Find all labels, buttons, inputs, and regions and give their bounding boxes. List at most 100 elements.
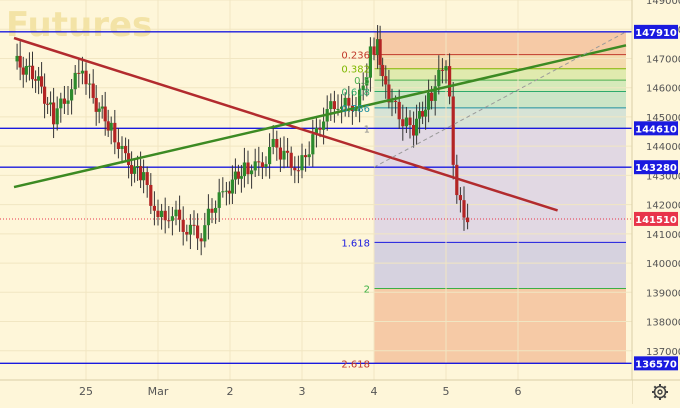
candle-body — [314, 127, 318, 135]
candle-body — [304, 155, 308, 158]
candle-body — [336, 108, 340, 110]
candle-body — [376, 39, 380, 55]
candles — [15, 25, 470, 256]
candle-body — [458, 195, 462, 201]
candle-body — [116, 142, 120, 149]
y-tick-label: 137000 — [646, 347, 680, 358]
candle-body — [307, 154, 311, 158]
price-tags: 147910 144610 143280 141510 136570 — [634, 24, 678, 371]
candle-body — [27, 65, 32, 67]
candle-body — [230, 179, 234, 194]
candle-body — [343, 97, 347, 107]
x-axis: 25 Mar 2 3 4 5 6 — [79, 385, 522, 398]
candle-body — [130, 165, 134, 174]
y-tick-label: 147000 — [646, 54, 680, 65]
price-tag-box — [634, 160, 678, 175]
candle-body — [103, 106, 107, 122]
candle-body — [275, 138, 279, 148]
candle-body — [427, 92, 431, 110]
candle-body — [156, 210, 160, 218]
candle-body — [210, 208, 214, 213]
candle-body — [62, 98, 66, 104]
fib-zone — [374, 80, 626, 92]
candle-body — [444, 66, 448, 71]
candle-body — [401, 119, 405, 127]
y-tick-label: 145000 — [646, 113, 680, 124]
candle-body — [246, 162, 250, 175]
candle-body — [282, 150, 286, 160]
x-tick-label: 25 — [79, 385, 93, 398]
fib-level-label: 0.382 — [341, 65, 370, 76]
candle-body — [196, 225, 200, 239]
candle-body — [40, 76, 44, 87]
y-tick-label: 146000 — [646, 84, 680, 95]
x-tick-label: 4 — [371, 385, 378, 398]
x-tick-label: 3 — [299, 385, 306, 398]
fib-level-label: 1 — [364, 124, 370, 135]
y-tick-label: 143000 — [646, 171, 680, 182]
candle-body — [448, 66, 452, 97]
trendline-support — [13, 44, 627, 189]
candle-body — [142, 172, 146, 181]
y-tick-label: 149000 — [646, 0, 680, 7]
fib-level-label: 0.618 — [341, 87, 370, 98]
chart-title: Futures — [6, 5, 152, 45]
y-tick-label: 144000 — [646, 142, 680, 153]
y-tick-label: 139000 — [646, 288, 680, 299]
candle-body — [466, 217, 470, 223]
candle-body — [368, 46, 372, 78]
candle-body — [329, 101, 333, 110]
candle-body — [300, 155, 304, 171]
candle-body — [109, 122, 113, 131]
candle-body — [136, 166, 140, 168]
candle-body — [224, 190, 228, 192]
price-tag-label: 144610 — [635, 124, 677, 135]
price-tag-box — [634, 356, 678, 371]
candle-body — [133, 166, 137, 174]
price-tag-label: 136570 — [635, 359, 677, 370]
candle-body — [412, 125, 416, 136]
candle-body — [418, 111, 422, 119]
candle-body — [24, 65, 28, 75]
candle-body — [378, 39, 382, 65]
candle-body — [203, 225, 207, 242]
candle-body — [160, 210, 164, 218]
candle-body — [149, 184, 153, 206]
price-tag-label: 143280 — [635, 163, 677, 174]
candle-body — [242, 162, 246, 177]
candle-body — [185, 231, 189, 235]
candle-body — [311, 134, 315, 155]
candle-body — [170, 216, 174, 221]
x-tick-label: 6 — [515, 385, 522, 398]
candle-body — [55, 108, 59, 125]
candle-body — [361, 85, 365, 90]
candle-body — [233, 171, 237, 180]
candle-body — [451, 96, 455, 165]
candle-body — [18, 55, 22, 68]
candle-body — [293, 167, 297, 171]
candle-body — [206, 208, 210, 226]
settings-gear-icon[interactable] — [652, 384, 668, 400]
candle-body — [440, 69, 444, 71]
candle-body — [372, 46, 376, 55]
candle-body — [257, 161, 261, 163]
candle-body — [424, 109, 428, 117]
y-tick-label: 142000 — [646, 201, 680, 212]
candle-body — [43, 86, 47, 104]
candle-body — [94, 97, 98, 112]
candle-body — [227, 190, 231, 194]
candle-body — [174, 209, 178, 217]
candle-body — [127, 153, 131, 166]
candle-body — [80, 70, 84, 74]
candle-body — [221, 191, 225, 193]
candle-body — [217, 192, 221, 208]
candle-body — [188, 224, 192, 235]
candle-body — [384, 76, 388, 85]
candle-body — [34, 79, 38, 81]
fib-level-label: 0.786 — [341, 104, 370, 115]
y-tick-label: 138000 — [646, 318, 680, 329]
candle-body — [199, 238, 203, 242]
fib-zone — [374, 128, 626, 243]
candle-body — [437, 69, 441, 87]
fib-zones — [374, 31, 626, 364]
